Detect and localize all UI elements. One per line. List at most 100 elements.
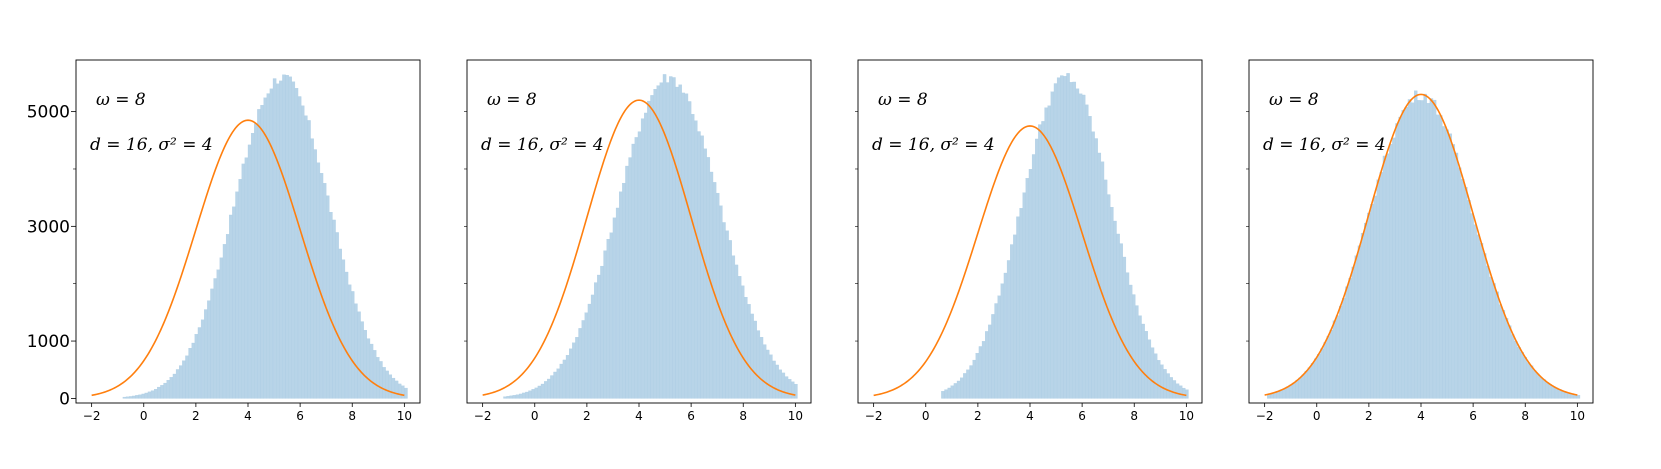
- histogram-bar: [647, 100, 651, 399]
- histogram-bar: [1520, 351, 1524, 399]
- annotation-omega: ω = 8: [96, 90, 146, 110]
- histogram-bar: [1157, 360, 1161, 399]
- histogram-bar: [1160, 364, 1164, 399]
- histogram-bar: [254, 123, 258, 399]
- histogram-bar: [762, 344, 767, 399]
- histogram-bar: [622, 182, 626, 399]
- histogram-bar: [644, 112, 648, 399]
- histogram-bar: [772, 360, 776, 399]
- histogram-bar: [369, 343, 374, 399]
- histogram-bar: [587, 303, 592, 399]
- histogram-bar: [360, 321, 364, 399]
- histogram-bar: [537, 385, 542, 399]
- histogram-bar: [975, 353, 980, 399]
- histogram-bar: [603, 250, 607, 399]
- x-tick-label: 0: [531, 409, 539, 423]
- histogram-bar: [1028, 169, 1033, 399]
- histogram-bar: [1103, 179, 1108, 399]
- histogram-bar: [969, 365, 973, 399]
- histogram-bar: [179, 365, 183, 399]
- histogram-bar: [1367, 212, 1371, 399]
- histogram-bar: [1439, 115, 1443, 399]
- histogram-bar: [653, 89, 657, 399]
- histogram-bar: [1448, 133, 1452, 399]
- histogram-bar: [1288, 384, 1293, 399]
- histogram-bar: [672, 77, 676, 399]
- histogram-bar: [675, 86, 679, 399]
- histogram-bar: [1407, 99, 1412, 399]
- histogram-bar: [1050, 91, 1055, 399]
- histogram-bar: [509, 395, 514, 399]
- histogram-bar: [222, 244, 227, 399]
- histogram-bar: [960, 377, 964, 399]
- histogram-bar: [569, 348, 573, 399]
- y-tick-label: 3000: [27, 217, 70, 237]
- histogram-bar: [543, 381, 548, 399]
- histogram-bar: [1178, 385, 1183, 399]
- histogram-bar: [1185, 389, 1189, 399]
- histogram-bar: [1019, 208, 1023, 399]
- histogram-bar: [229, 214, 233, 399]
- histogram-bar: [656, 85, 660, 399]
- histogram-bar: [547, 378, 551, 399]
- histogram-bar: [1523, 357, 1527, 399]
- histogram-bar: [347, 284, 352, 399]
- histogram-bar: [628, 157, 632, 399]
- histogram-bar: [397, 383, 402, 399]
- histogram-bar: [1548, 384, 1552, 399]
- histogram-bar: [329, 211, 333, 399]
- histogram-bar: [619, 191, 623, 399]
- histogram-bar: [1467, 200, 1471, 399]
- histogram-bar: [363, 330, 367, 399]
- histogram-bar: [366, 338, 371, 399]
- histogram-bar: [1551, 386, 1556, 399]
- x-tick-label: −2: [1256, 409, 1274, 423]
- histogram-bar: [944, 389, 948, 399]
- histogram-bar: [1150, 347, 1155, 399]
- histogram-bar: [565, 355, 570, 399]
- x-tick-label: 8: [739, 409, 747, 423]
- histogram-bar: [991, 314, 995, 399]
- density-curve: [1264, 93, 1578, 396]
- chart-panel-4: −2 0 2 4 6 8 10 ω = 8 d = 16, σ² = 4: [1246, 59, 1594, 423]
- histogram-bar: [351, 291, 355, 399]
- histogram-bar: [1373, 195, 1377, 399]
- histogram-bar: [1144, 331, 1148, 399]
- histogram-bar: [1457, 167, 1462, 399]
- histogram-bar: [1169, 377, 1173, 399]
- histogram-bar: [322, 183, 327, 399]
- histogram-bar: [1025, 178, 1030, 399]
- histogram-bar: [787, 379, 792, 399]
- histogram-bar: [1031, 154, 1036, 399]
- histogram-bar: [941, 391, 945, 399]
- histogram-bar: [778, 369, 782, 399]
- annotation-omega: ω = 8: [487, 90, 537, 110]
- histogram-bar: [316, 162, 321, 399]
- annotation-omega: ω = 8: [878, 90, 928, 110]
- histogram-bar: [204, 309, 208, 399]
- histogram-bar: [1110, 207, 1114, 399]
- histogram-bar: [956, 380, 961, 399]
- histogram-bar: [734, 264, 739, 399]
- histogram-bar: [525, 391, 529, 399]
- histogram-bar: [665, 82, 670, 399]
- x-tick-label: 6: [1078, 409, 1086, 423]
- histogram-bar: [1285, 386, 1290, 399]
- histogram-bar: [1401, 110, 1405, 399]
- histogram-bar: [531, 389, 535, 399]
- histogram-bar: [169, 377, 174, 399]
- histogram-bar: [703, 148, 707, 399]
- histogram-bar: [625, 165, 629, 399]
- histogram-bar: [1323, 342, 1327, 399]
- histogram-bar: [185, 355, 189, 399]
- histogram-bar: [947, 387, 951, 399]
- histogram-bar: [1473, 224, 1477, 399]
- x-tick-label: 8: [1130, 409, 1138, 423]
- histogram-bar: [1357, 245, 1362, 399]
- histogram-bar: [129, 396, 133, 399]
- histogram-bar: [1482, 253, 1487, 399]
- histogram-bar: [1514, 340, 1518, 399]
- histogram-bar: [219, 257, 224, 399]
- histogram-bar: [759, 337, 764, 399]
- histogram-bars: [503, 74, 798, 399]
